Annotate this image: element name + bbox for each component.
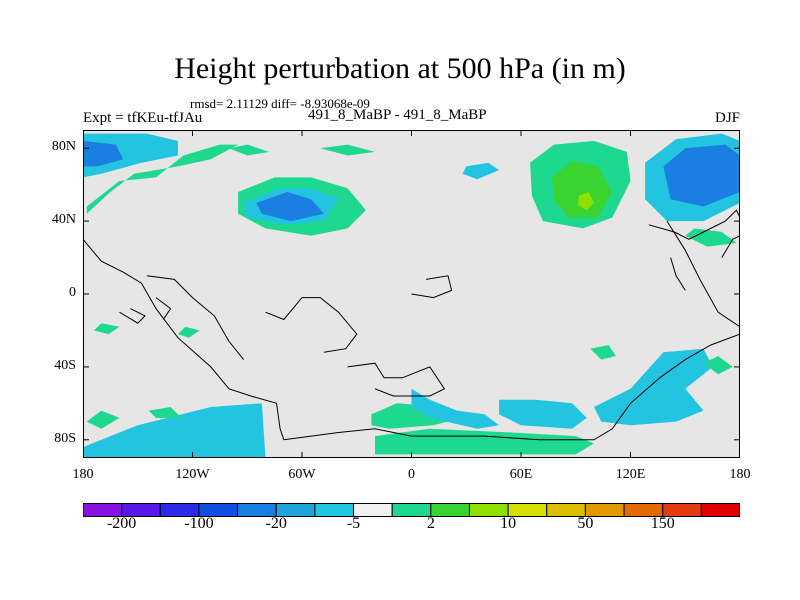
coastline-8 [666, 220, 740, 328]
x-tick-label: 180 [729, 467, 751, 482]
x-tick-label: 0 [408, 467, 415, 482]
coastline-6 [155, 297, 172, 320]
colorbar [83, 503, 740, 517]
experiment-label: Expt = tfKEu-tfJAu [83, 110, 203, 126]
coastline-group [83, 209, 740, 441]
contour-regions [83, 133, 740, 458]
contour-region-tropic-green-1 [93, 323, 120, 335]
coastline-0 [83, 238, 285, 440]
colorbar-swatch [700, 503, 740, 517]
axis-ticks [83, 130, 740, 458]
x-tick-label: 60E [509, 467, 533, 482]
coastline-5 [119, 308, 146, 324]
coastline-1 [146, 275, 244, 360]
stats-label: rmsd= 2.11129 diff= -8.93068e-09 [190, 96, 370, 111]
map-svg [83, 130, 740, 458]
coastline-9 [648, 209, 740, 240]
season-label: DJF [714, 110, 740, 126]
y-tick-label: 80N [51, 139, 76, 155]
contour-region-south-atlantic-neg [411, 388, 500, 429]
contour-region-southern-ocean-west [83, 403, 266, 458]
contour-region-small-north-pos [320, 144, 375, 156]
colorbar-label: 50 [577, 515, 594, 532]
contour-region-antarctic-green [375, 428, 594, 455]
coastline-3 [347, 362, 446, 397]
coastline-7 [283, 333, 740, 441]
contour-region-small-north-pos-2 [229, 144, 270, 156]
coastline-11 [721, 235, 740, 258]
contour-region-indian-ocean-neg [499, 399, 587, 429]
contour-region-southern-ocean-west-green [86, 410, 120, 429]
contour-region-south-pacific-green-2 [703, 356, 733, 375]
contour-region-siberia-mid [552, 161, 613, 218]
contour-region-south-pacific-green [590, 345, 616, 360]
y-tick-label: 0 [69, 285, 76, 300]
coastline-2 [265, 297, 358, 353]
y-tick-label: 80S [54, 430, 76, 446]
contour-region-north-america-pos [86, 144, 239, 214]
colorbar-label: -20 [265, 515, 287, 532]
coastline-10 [670, 257, 686, 291]
x-tick-label: 120E [615, 467, 646, 482]
contour-region-siberia-core [577, 192, 594, 211]
colorbar-label: 10 [500, 515, 517, 532]
contour-region-japan-pos [685, 228, 737, 247]
contour-region-small-north-neg [462, 162, 500, 180]
coastline-4 [411, 275, 453, 299]
x-tick-label: 120W [175, 467, 210, 482]
colorbar-label: 2 [426, 515, 435, 532]
contour-region-tropic-green-2 [177, 326, 200, 338]
colorbar-label: -100 [184, 515, 214, 532]
contour-region-north-atlantic-core [256, 192, 324, 222]
chart-title: Height perturbation at 500 hPa (in m) [174, 52, 626, 85]
colorbar-label: -200 [106, 515, 137, 532]
x-tick-label: 180 [72, 467, 94, 482]
colorbar-label: 150 [650, 515, 675, 532]
colorbar-label: -5 [346, 515, 361, 532]
contour-region-arctic-siberia-core [663, 144, 740, 207]
y-tick-label: 40S [54, 357, 76, 373]
contour-region-south-pacific-neg [594, 348, 713, 426]
x-tick-label: 60W [288, 467, 316, 482]
case-label: 491_8_MaBP - 491_8_MaBP [308, 107, 487, 123]
contour-region-greenland-core [83, 140, 124, 167]
map-plot-area [83, 130, 740, 458]
contour-region-southern-ocean-west-green-2 [148, 407, 182, 418]
y-tick-label: 40N [51, 212, 76, 228]
